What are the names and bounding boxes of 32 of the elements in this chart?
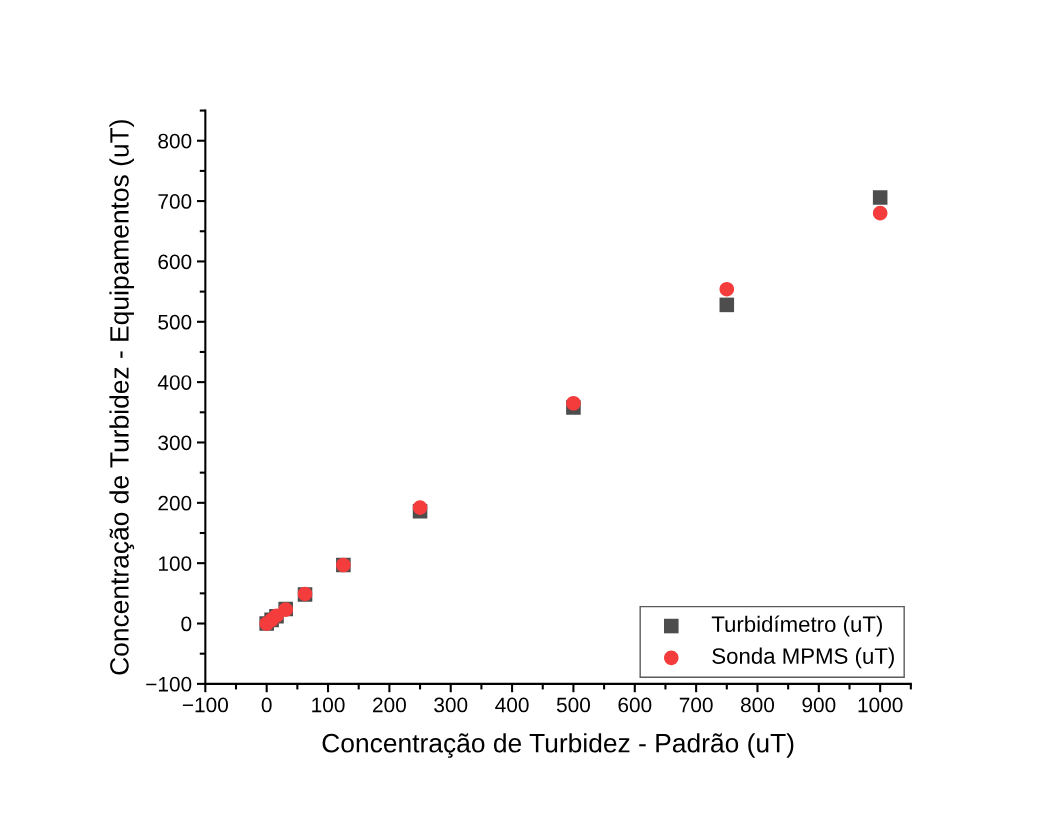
y-tick-label: 700 <box>158 194 192 209</box>
x-tick-label: 300 <box>434 697 468 713</box>
x-tick-label: 800 <box>741 697 775 713</box>
point <box>872 190 888 205</box>
y-tick-label: 500 <box>158 314 192 330</box>
x-tick-label: −100 <box>182 697 228 713</box>
point <box>719 297 735 313</box>
y-tick-label: 100 <box>158 556 192 571</box>
x-tick-label: 700 <box>679 697 713 713</box>
x-tick-label: 900 <box>802 697 836 713</box>
x-tick-label: 600 <box>618 697 652 713</box>
point <box>872 205 888 221</box>
point <box>566 395 581 411</box>
y-tick-label: 200 <box>158 495 192 511</box>
x-tick-label: 1000 <box>858 697 903 713</box>
y-tick-label: −100 <box>146 676 192 692</box>
x-tick-label: 400 <box>495 697 529 713</box>
y-tick-label: 400 <box>157 375 192 390</box>
y-axis-title: Concentração de Turbidez - Equipamentos (uT) <box>109 120 135 675</box>
legend-label: Sonda MPMS (uT) <box>712 647 894 669</box>
point <box>412 500 428 515</box>
y-tick-label: 300 <box>158 435 192 451</box>
x-tick-label: 500 <box>556 697 590 713</box>
x-tick-label: 0 <box>261 697 272 713</box>
y-tick-label: 0 <box>181 616 192 632</box>
legend-label: Turbidímetro (uT) <box>711 615 882 637</box>
x-axis-title: Concentração de Turbidez - Padrão (uT) <box>322 733 794 758</box>
x-tick-label: 200 <box>373 697 406 713</box>
x-tick-label: 100 <box>312 697 345 713</box>
y-tick-label: 800 <box>158 133 192 149</box>
y-tick-label: 600 <box>158 254 192 270</box>
point <box>719 281 735 297</box>
